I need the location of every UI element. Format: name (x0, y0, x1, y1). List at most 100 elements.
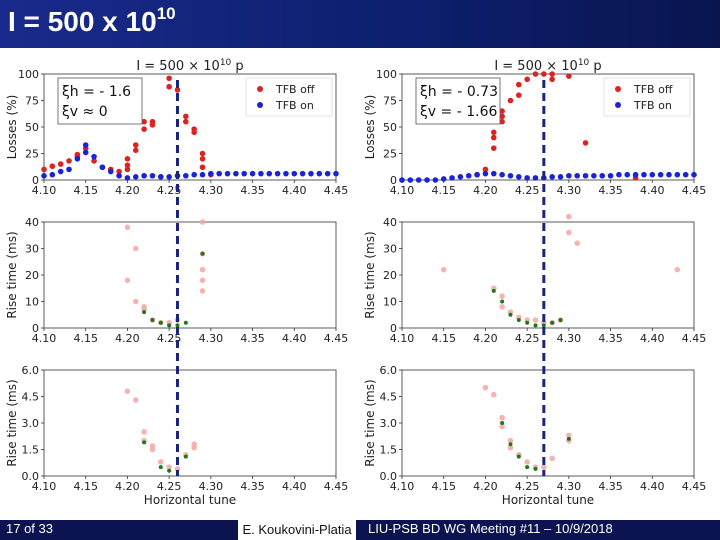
losses-left-point (224, 170, 231, 177)
rise-left-1-point (124, 277, 131, 284)
losses-right-xtick-label: 4.35 (598, 184, 623, 197)
losses-left-xtick-label: 4.20 (115, 184, 140, 197)
losses-left-point (149, 172, 156, 179)
losses-left-legend-label: TFB on (275, 99, 314, 112)
rise-right-2-ytick-label: 0.0 (380, 470, 398, 483)
losses-right-point (582, 140, 589, 146)
rise-right-1-ytick-label: 20 (383, 269, 397, 282)
losses-right-point (524, 76, 530, 83)
rise-right-1-xtick-label: 4.45 (682, 332, 707, 345)
losses-left-point (316, 170, 323, 177)
losses-left-legend-marker (257, 86, 263, 92)
losses-right-title: I = 500 × 1010 p (494, 58, 601, 74)
losses-left-point (132, 174, 139, 180)
losses-right-point (616, 171, 622, 178)
rise-right-2-xtick-label: 4.20 (473, 480, 498, 493)
rise-right-2-point (541, 464, 547, 470)
rise-left-2-ytick-label: 3.0 (22, 417, 40, 430)
losses-right-point (499, 113, 505, 120)
losses-left-point (241, 170, 248, 177)
losses-left-xtick-label: 4.40 (282, 184, 307, 197)
rise-right-2-xtick-label: 4.10 (390, 480, 415, 493)
losses-left-xtick-label: 4.30 (199, 184, 224, 197)
rise-left-2-xtick-label: 4.20 (115, 480, 140, 493)
losses-left-annotation-box (57, 77, 143, 125)
losses-right-legend-marker (615, 86, 621, 92)
losses-left-point (66, 166, 72, 173)
losses-left-annotation: ξh = - 1.6 (62, 84, 131, 100)
rise-right-2-xtick-label: 4.40 (640, 480, 665, 493)
losses-left-xtick-label: 4.10 (32, 184, 57, 197)
rise-right-1-point (558, 318, 563, 323)
losses-right-ytick-label: 75 (383, 95, 397, 108)
losses-right-ytick-label: 25 (383, 148, 397, 161)
losses-left-point (199, 171, 206, 178)
losses-left-point (141, 118, 147, 125)
losses-left-point (141, 126, 147, 132)
losses-right-point (507, 97, 514, 104)
rise-right-1-xtick-label: 4.20 (473, 332, 498, 345)
losses-right-point (449, 175, 455, 181)
rise-right-1-point (499, 304, 505, 310)
rise-left-1-xtick-label: 4.40 (282, 332, 307, 345)
losses-left-point (149, 118, 156, 125)
rise-left-1-xtick-label: 4.15 (73, 332, 98, 345)
losses-right-point (599, 172, 606, 179)
losses-left-point (66, 158, 72, 164)
losses-left-xtick-label: 4.15 (73, 184, 98, 197)
rise-right-2-xlabel: Horizontal tune (502, 493, 594, 507)
rise-left-1-xtick-label: 4.30 (199, 332, 224, 345)
rise-left-2-point (166, 464, 172, 470)
rise-right-2-point (482, 384, 489, 391)
rise-left-1-point (199, 266, 206, 273)
losses-right-point (499, 171, 505, 178)
losses-left-point (266, 170, 273, 177)
losses-left-ytick-label: 50 (25, 121, 39, 134)
rise-right-1-point (566, 213, 572, 220)
rise-right-2-point (525, 465, 530, 470)
rise-right-2-point (524, 459, 530, 465)
rise-right-2-point (549, 455, 555, 462)
losses-right-point (549, 76, 555, 83)
losses-left-ytick-label: 100 (18, 68, 39, 81)
rise-left-1-ytick-label: 40 (25, 216, 39, 229)
rise-left-1-xtick-label: 4.25 (157, 332, 182, 345)
losses-left-point (274, 170, 281, 177)
losses-left-point (41, 172, 47, 179)
losses-left-point (91, 153, 97, 160)
losses-left-point (124, 175, 131, 181)
rise-right-2-point (566, 432, 572, 439)
losses-right-point (490, 170, 497, 177)
rise-right-2-xtick-label: 4.30 (557, 480, 582, 493)
losses-right-point (549, 71, 555, 77)
rise-right-2-point (490, 391, 497, 398)
rise-right-2-ytick-label: 4.5 (380, 391, 398, 404)
slide-title: I = 500 x 1010 (8, 4, 176, 37)
losses-left-point (82, 149, 89, 156)
rise-right-2-xtick-label: 4.15 (431, 480, 456, 493)
rise-right-2-ytick-label: 3.0 (380, 417, 398, 430)
losses-right-ytick-label: 50 (383, 121, 397, 134)
losses-left-point (208, 170, 214, 177)
losses-right-point (490, 129, 497, 136)
rise-right-2-point (507, 437, 514, 444)
losses-left-point (199, 164, 206, 171)
losses-right-point (532, 71, 539, 77)
rise-left-1-point (142, 310, 147, 315)
rise-right-1-point (525, 320, 530, 325)
losses-right-point (465, 172, 472, 179)
rise-right-2-point (507, 444, 514, 451)
losses-right-xtick-label: 4.40 (640, 184, 665, 197)
rise-right-1-ytick-label: 40 (383, 216, 397, 229)
losses-left-point (249, 170, 256, 177)
losses-right-point (574, 172, 580, 179)
rise-left-2-xtick-label: 4.45 (324, 480, 349, 493)
rise-left-2-ytick-label: 4.5 (22, 391, 40, 404)
losses-right-point (649, 171, 656, 178)
rise-right-2-xtick-label: 4.45 (682, 480, 707, 493)
rise-left-1-xtick-label: 4.35 (240, 332, 265, 345)
losses-left-point (199, 150, 206, 157)
losses-right-point (432, 177, 439, 183)
losses-left-point (166, 83, 172, 90)
losses-right-point (557, 174, 564, 180)
